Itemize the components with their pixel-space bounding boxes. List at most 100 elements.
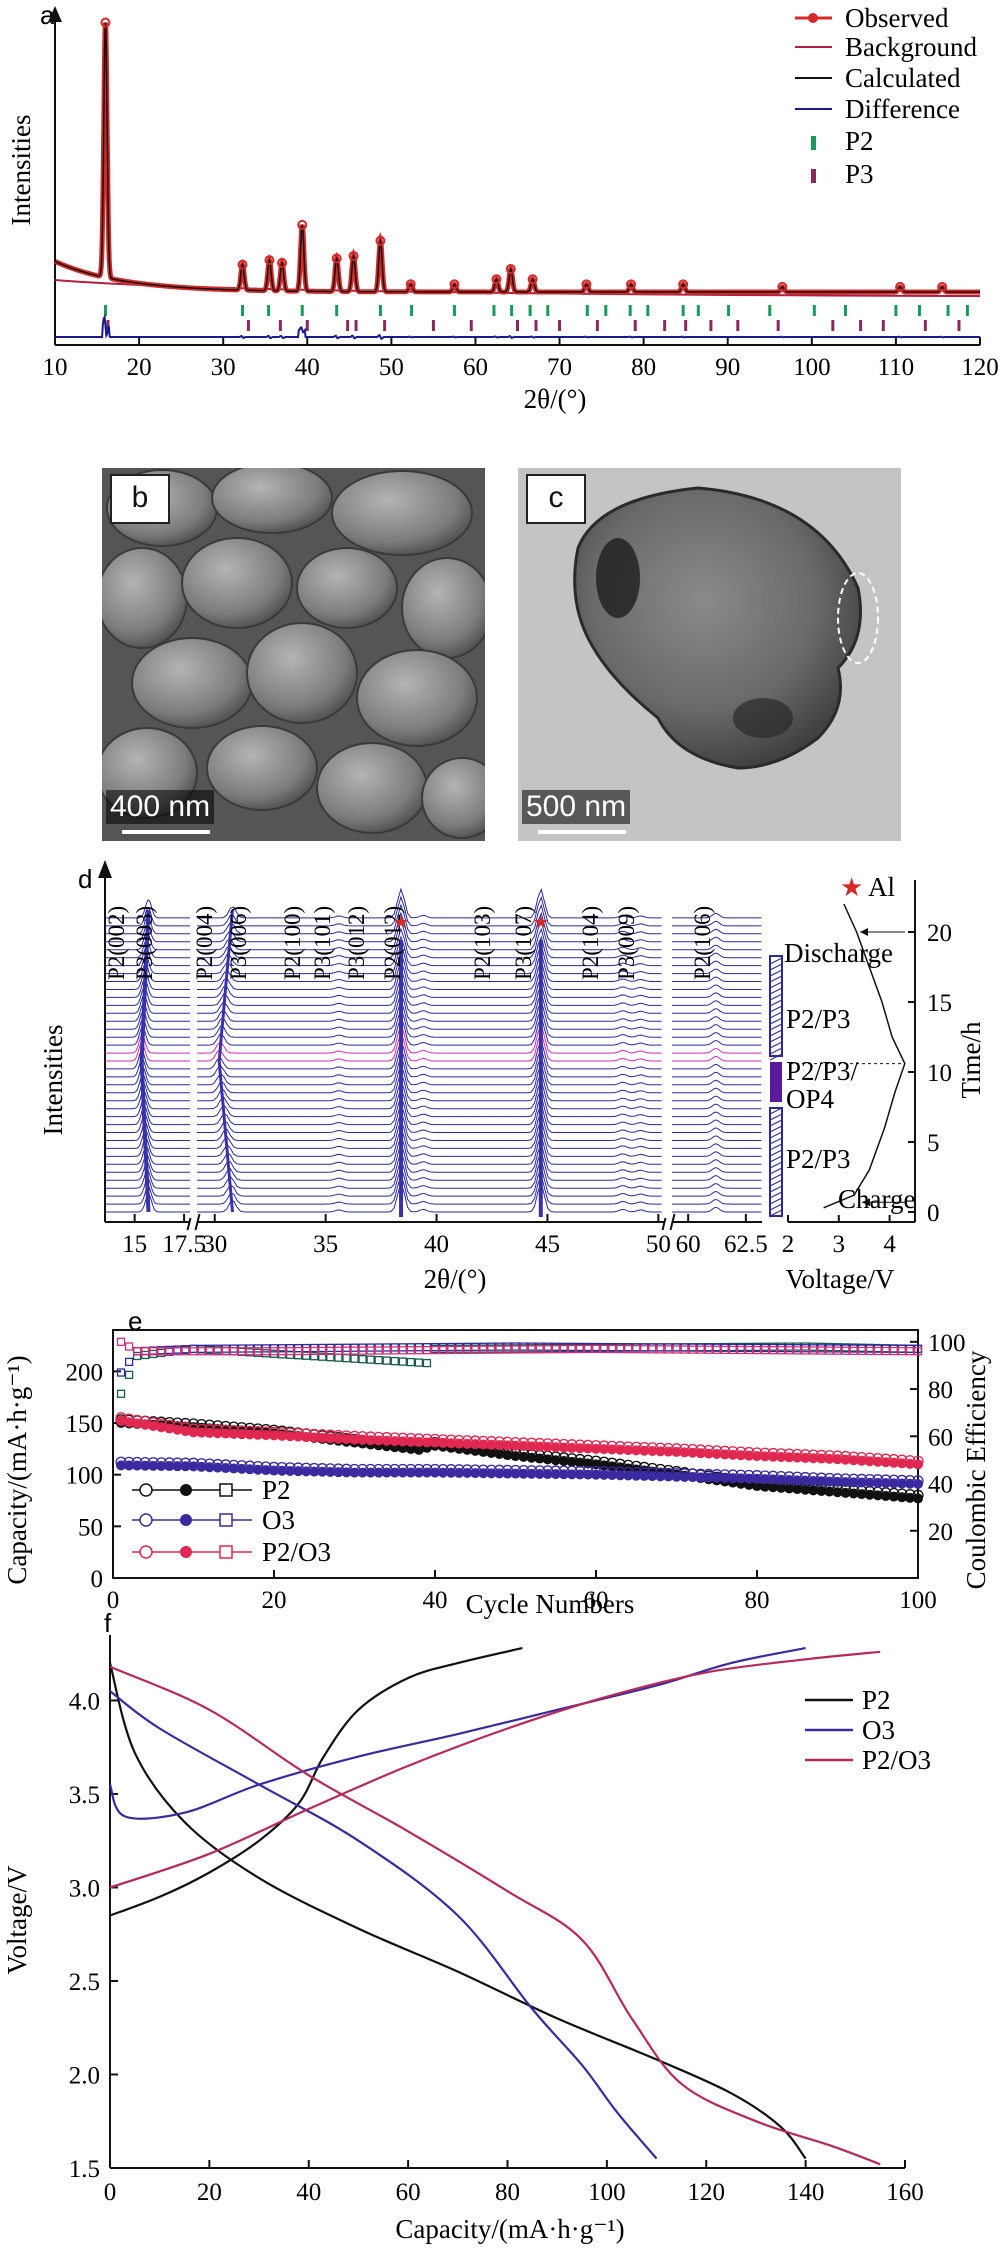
panel-a-observed-point xyxy=(527,274,538,285)
panel-d-pattern-line xyxy=(672,1199,762,1205)
panel-d-axis-break-gap xyxy=(189,1212,198,1232)
panel-d-xtick-label: 45 xyxy=(535,1231,560,1258)
panel-a-p2-tick xyxy=(696,305,700,316)
panel-d-state-hatch xyxy=(769,1137,783,1145)
panel-e-efficiency-point-P2/O3 xyxy=(245,1347,255,1356)
panel-d-state-hatch xyxy=(769,1125,783,1133)
panel-f-discharge-curve-P2 xyxy=(108,1662,807,2160)
panel-d-state-hatch xyxy=(769,1107,783,1115)
panel-e-efficiency-point-P2/O3 xyxy=(704,1345,713,1354)
panel-c-tem-image: c 500 nm xyxy=(518,468,901,841)
panel-e-efficiency-point-P2/O3 xyxy=(366,1346,375,1355)
panel-e-efficiency-point-O3 xyxy=(253,1344,263,1353)
panel-e-efficiency-point-P2/O3 xyxy=(438,1345,448,1355)
panel-e-efficiency-point-P2/O3 xyxy=(817,1346,826,1355)
panel-d-pattern-line xyxy=(672,1016,762,1022)
panel-d-state-hatch xyxy=(769,1005,783,1013)
panel-e-ytick-label: 150 xyxy=(66,1411,104,1438)
legend-background: Background xyxy=(845,32,977,62)
panel-e-efficiency-point-P2/O3 xyxy=(752,1345,762,1355)
panel-d-peak-label: P3(009) xyxy=(614,906,639,980)
panel-e-efficiency-point-O3 xyxy=(519,1342,528,1351)
panel-e-efficiency-point-P2/O3 xyxy=(430,1345,440,1355)
panel-e-legend-P2/O3: P2/O3 xyxy=(262,1537,331,1567)
panel-e-efficiency-point-P2/O3 xyxy=(841,1346,850,1355)
scale-bar-b xyxy=(122,830,210,834)
panel-d-stage-charge: Charge xyxy=(838,1184,915,1214)
panel-a-p2-tick xyxy=(812,305,816,316)
panel-f-legend-P2: P2 xyxy=(862,1685,891,1715)
panel-d-pattern-line xyxy=(105,970,190,990)
panel-d-pattern-line xyxy=(105,979,190,998)
panel-a-p2-tick xyxy=(843,305,847,316)
panel-d-peak-label: P3(003) xyxy=(132,906,157,980)
panel-e-xtick-label: 20 xyxy=(262,1587,287,1614)
panel-d-pattern-line xyxy=(672,1008,762,1014)
scale-bar-c xyxy=(538,830,626,834)
panel-d-pattern-line xyxy=(672,1048,762,1054)
al-star-icon: ★ xyxy=(840,873,863,902)
panel-e-efficiency-point-P2/O3 xyxy=(656,1345,665,1354)
panel-e-capacity-point-O3 xyxy=(913,1478,923,1489)
panel-d-pattern-line xyxy=(105,1137,190,1157)
panel-d-pattern-line xyxy=(672,1127,762,1133)
panel-d-state-hatch xyxy=(769,1041,783,1049)
al-legend-label: Al xyxy=(868,872,895,902)
panel-a-p2-tick xyxy=(768,305,772,316)
panel-a-ylabel: Intensities xyxy=(6,115,36,226)
panel-d-al-legend: ★ Al xyxy=(840,872,895,902)
legend-observed: Observed xyxy=(845,3,949,33)
panel-e-efficiency-point-P2/O3 xyxy=(318,1346,327,1356)
panel-d-state-hatch xyxy=(769,1173,783,1181)
panel-d-pattern-line xyxy=(197,1173,662,1205)
panel-e-efficiency-point-P2 xyxy=(680,1343,689,1352)
panel-d-state-hatch xyxy=(769,1017,783,1025)
panel-d-tv-ytick-label: 0 xyxy=(927,1200,940,1227)
panel-e-ytick-right-label: 20 xyxy=(928,1519,953,1546)
panel-e-efficiency-point-O3 xyxy=(656,1343,665,1352)
panel-d-pattern-line xyxy=(105,1074,190,1094)
panel-f-ytick-label: 4.0 xyxy=(69,1688,100,1715)
panel-d-state-hatch xyxy=(769,1143,783,1151)
panel-f-discharge-curve-P2/O3 xyxy=(109,1665,881,2166)
panel-e-efficiency-point-P2/O3 xyxy=(672,1345,681,1354)
panel-d-pattern-line xyxy=(672,968,762,975)
panel-d-pattern-line xyxy=(197,1046,662,1078)
panel-f-ytick-label: 3.5 xyxy=(69,1782,100,1809)
panel-a-observed-point xyxy=(348,250,359,261)
panel-e-xtick-label: 60 xyxy=(584,1587,609,1614)
panel-a-observed-point xyxy=(895,281,906,292)
panel-e-xlabel: Cycle Numbers xyxy=(466,1589,635,1619)
panel-a-p2-tick xyxy=(300,305,304,316)
panel-e-cycling: 0 20 40 60 80 100 0 50 100 150 200 20 40 60 80 100 P2O3P… xyxy=(66,1329,966,1614)
panel-d-state-bar-lower xyxy=(769,1107,783,1217)
panel-d-state-hatch xyxy=(769,975,783,983)
panel-d-pattern-line xyxy=(105,1114,190,1133)
panel-e-legend-discharge-marker xyxy=(180,1514,192,1526)
panel-e-efficiency-point-P2/O3 xyxy=(624,1344,633,1354)
panel-e-efficiency-point-O3 xyxy=(680,1343,689,1352)
panel-d-pattern-line xyxy=(105,1002,190,1022)
panel-d-peak-label: P2(106) xyxy=(690,906,715,980)
panel-d-pattern-line xyxy=(672,1143,762,1149)
panel-a-p3-tick xyxy=(859,320,863,331)
panel-e-efficiency-point-O3 xyxy=(889,1344,898,1353)
panel-e-efficiency-point-P2/O3 xyxy=(253,1347,263,1356)
panel-a-observed-point xyxy=(937,281,948,292)
panel-a-p3-tick xyxy=(663,320,667,331)
panel-a-xtick-label: 90 xyxy=(715,354,740,381)
panel-b-sem-image: b 400 nm xyxy=(102,468,485,841)
panel-e-efficiency-point-P2/O3 xyxy=(527,1345,536,1354)
panel-e-efficiency-point-P2/O3 xyxy=(744,1345,754,1355)
panel-d-pattern-line xyxy=(197,1038,662,1070)
panel-d-pattern-line xyxy=(197,1086,662,1118)
panel-e-efficiency-point-P2/O3 xyxy=(503,1345,512,1354)
panel-e-efficiency-point-P2/O3 xyxy=(913,1347,923,1356)
panel-e-legend-charge-marker xyxy=(139,1513,153,1527)
panel-d-state-hatch xyxy=(769,1191,783,1199)
panel-d-peak-label: P2(100) xyxy=(280,906,305,980)
panel-f-ytick-label: 2.0 xyxy=(69,2062,100,2089)
panel-e-efficiency-point-P2 xyxy=(905,1344,915,1353)
panel-d-right-xlabel: Voltage/V xyxy=(786,1264,895,1294)
